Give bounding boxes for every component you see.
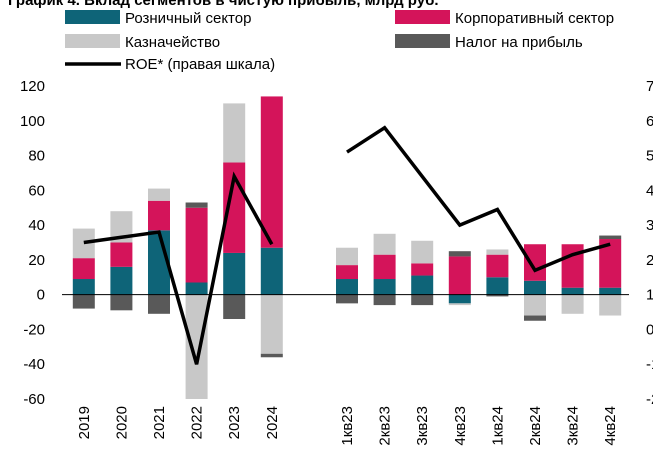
y2-tick-label: -20 (646, 391, 653, 408)
x-tick-label: 2022 (189, 406, 206, 439)
bar (72, 228, 95, 259)
bar (110, 211, 133, 243)
bar (524, 244, 546, 281)
bar (411, 240, 434, 264)
bar (260, 353, 283, 358)
legend-swatch (65, 10, 120, 24)
x-tick-label: 4кв24 (602, 406, 619, 446)
bar (72, 258, 95, 280)
x-tick-label: 4кв23 (452, 406, 469, 446)
y-tick-label: 60 (28, 182, 45, 199)
bar (486, 294, 509, 297)
bar (223, 103, 246, 163)
y2-tick-label: 0 (646, 321, 653, 338)
bar (411, 294, 434, 306)
bar (260, 96, 283, 248)
bar (148, 188, 170, 201)
y-tick-label: 100 (20, 113, 45, 130)
bar (185, 282, 208, 295)
bar (411, 263, 434, 276)
bar (148, 200, 170, 231)
bar (373, 279, 396, 295)
x-tick-label: 3кв23 (414, 406, 431, 446)
bar (561, 287, 584, 295)
y-tick-label: 0 (37, 287, 45, 304)
bar (336, 247, 358, 266)
bar (373, 233, 396, 255)
bar (448, 256, 471, 295)
y-tick-label: -20 (23, 321, 45, 338)
y2-tick-label: 70 (646, 78, 653, 95)
x-tick-label: 1кв23 (339, 406, 356, 446)
bar (448, 251, 471, 257)
bar (110, 242, 133, 267)
bar (599, 239, 622, 288)
x-tick-label: 2021 (151, 406, 168, 439)
x-tick-label: 2024 (264, 406, 281, 439)
bar (599, 287, 622, 295)
x-tick-label: 2кв23 (377, 406, 394, 446)
y-tick-label: 20 (28, 252, 45, 269)
y2-tick-label: 10 (646, 287, 653, 304)
y2-tick-label: 30 (646, 217, 653, 234)
x-tick-label: 2кв24 (527, 406, 544, 446)
bar (599, 294, 622, 316)
bar (373, 254, 396, 280)
roe-line (83, 125, 611, 365)
y2-tick-label: 20 (646, 252, 653, 269)
bar (486, 277, 509, 295)
bar (110, 266, 133, 295)
legend-swatch (65, 34, 120, 48)
bar (185, 207, 208, 283)
bar (260, 294, 283, 354)
legend-label: Розничный сектор (125, 10, 251, 27)
bar (561, 294, 584, 314)
bar (486, 249, 509, 255)
legend-swatch (395, 34, 450, 48)
legend-label: Корпоративный сектор (455, 10, 614, 27)
y-tick-label: -60 (23, 391, 45, 408)
y2-tick-label: -10 (646, 356, 653, 373)
bar (411, 275, 434, 295)
bar (524, 315, 546, 321)
legend-label: Казначейство (125, 34, 220, 51)
legend-label: ROE* (правая шкала) (125, 56, 275, 73)
y-tick-label: 80 (28, 148, 45, 165)
bar (185, 294, 208, 399)
y2-tick-label: 60 (646, 113, 653, 130)
bar (148, 294, 170, 314)
bar (260, 247, 283, 295)
y2-tick-label: 40 (646, 182, 653, 199)
bar (72, 294, 95, 309)
x-tick-label: 2020 (113, 406, 130, 439)
y-tick-label: 40 (28, 217, 45, 234)
x-tick-label: 2019 (76, 406, 93, 439)
bar (373, 294, 396, 306)
y-tick-label: -40 (23, 356, 45, 373)
y2-tick-label: 50 (646, 148, 653, 165)
x-tick-label: 1кв24 (489, 406, 506, 446)
bar (223, 252, 246, 295)
bar (336, 294, 358, 304)
bar (336, 265, 358, 280)
bar (448, 303, 471, 306)
bar (336, 279, 358, 295)
bar (223, 294, 246, 320)
legend-swatch (395, 10, 450, 24)
bar (185, 202, 208, 208)
bar (448, 294, 471, 304)
chart-title: График 4. Вклад сегментов в чистую прибы… (8, 0, 439, 9)
legend-label: Налог на прибыль (455, 34, 583, 51)
x-tick-label: 3кв24 (565, 406, 582, 446)
bar (524, 280, 546, 295)
bar (110, 294, 133, 311)
bar (599, 235, 622, 240)
bar (486, 254, 509, 278)
bar (72, 279, 95, 295)
y-tick-label: 120 (20, 78, 45, 95)
bar (524, 294, 546, 316)
x-tick-label: 2023 (226, 406, 243, 439)
